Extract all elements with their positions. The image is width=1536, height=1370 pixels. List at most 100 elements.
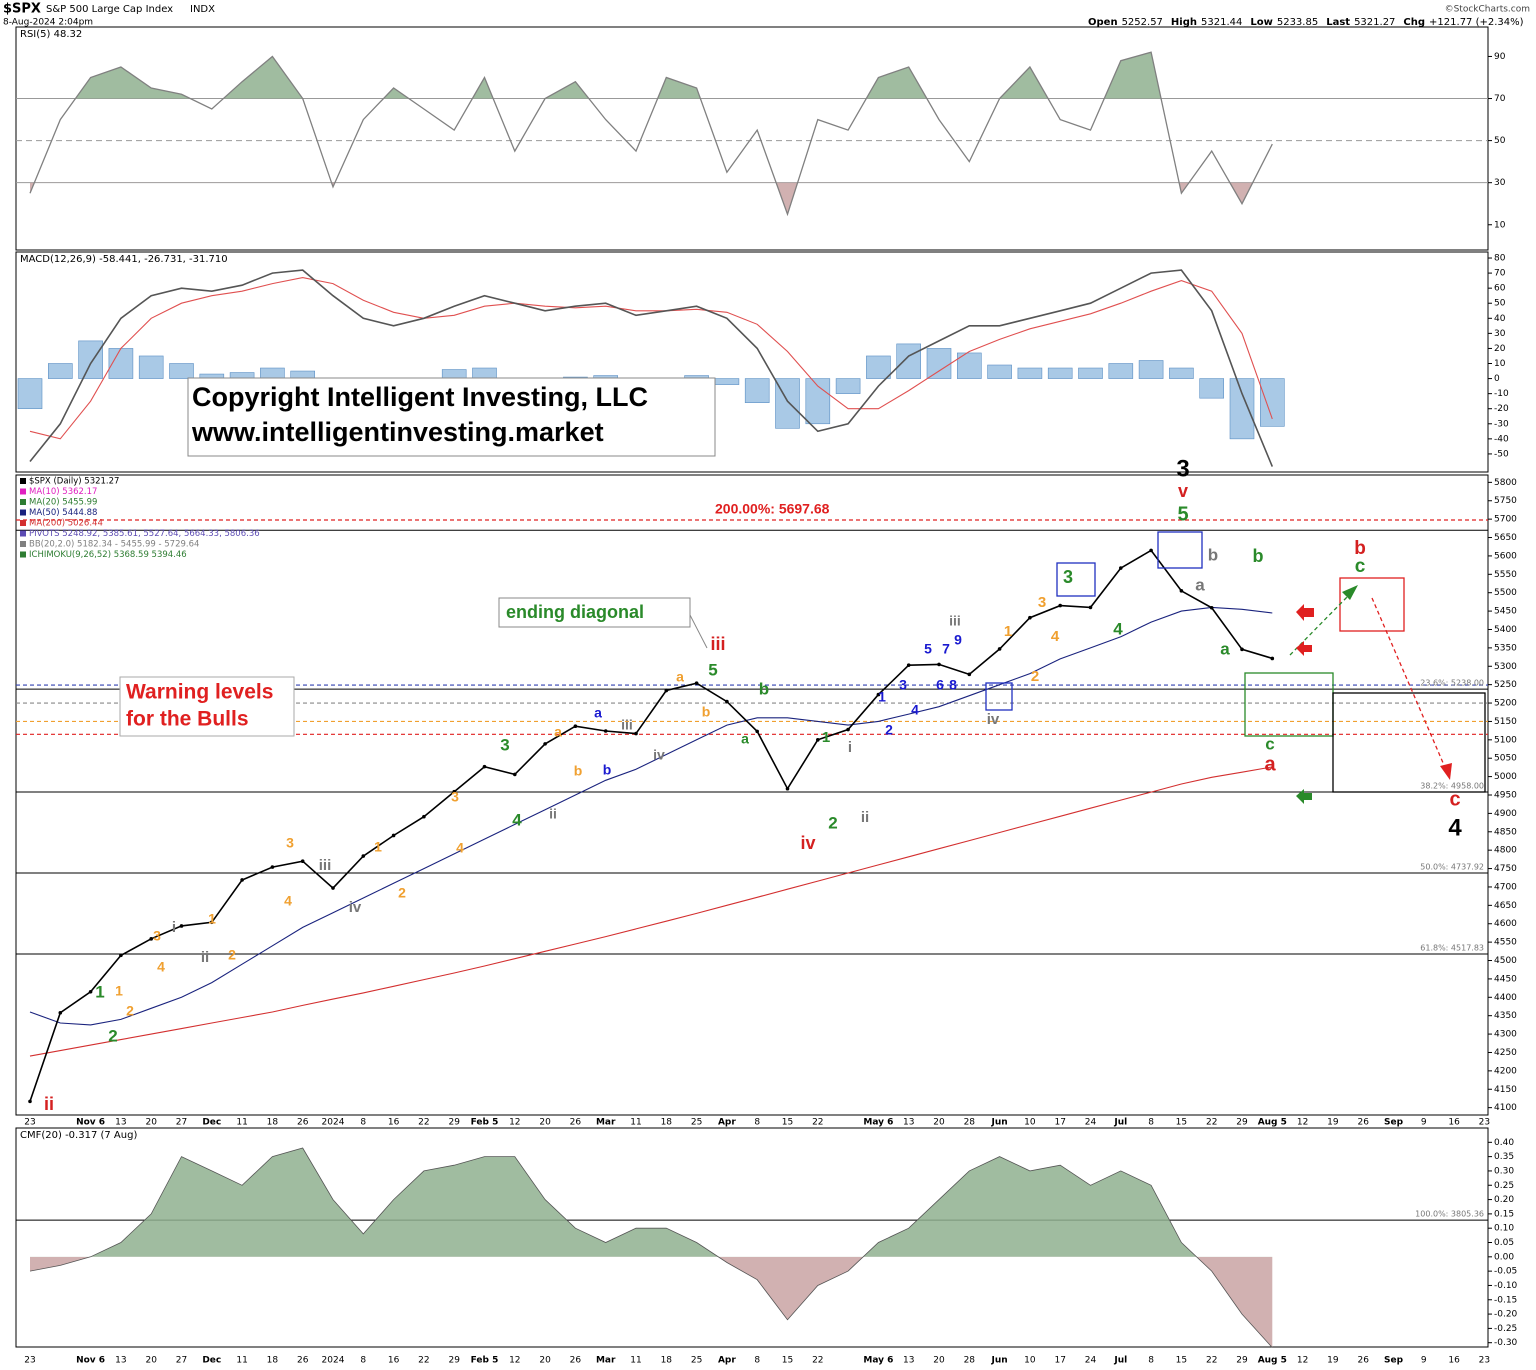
wave-label: 3 [899,677,907,693]
legend-swatch [20,478,26,484]
close-point [634,731,638,736]
close-point [88,989,93,994]
histogram-bar [1199,378,1224,399]
histogram-bar [1260,378,1285,427]
close-point [1058,603,1062,608]
y-tick-label: -0.05 [1494,1267,1517,1277]
x-tick-label: 10 [1024,1118,1036,1128]
quote-value: 5321.27 [1354,17,1395,28]
y-tick-label: 5400 [1494,625,1517,635]
wave-label: 1 [374,839,382,855]
positive-area [30,52,1273,99]
wave-label: iii [949,613,961,629]
close-point [1270,656,1275,661]
histogram-bar [1108,363,1134,379]
exchange: INDX [190,4,215,15]
wave-label: 1 [1004,623,1012,640]
quote-value: 5252.57 [1122,17,1163,28]
x-tick-label: 11 [630,1118,641,1128]
legend-swatch [20,509,26,516]
x-tick-label: 23 [1479,1356,1490,1366]
wave-label: iii [621,717,633,733]
quote-value: 5233.85 [1277,17,1318,28]
wave-label: 3 [1176,455,1189,482]
x-tick-label: Apr [718,1356,736,1366]
y-tick-label: 0.10 [1494,1224,1514,1234]
histogram-bar [441,369,467,379]
x-tick-label: 27 [176,1356,187,1366]
x-tick-label: 17 [1054,1356,1065,1366]
y-tick-label: 0.40 [1494,1138,1514,1148]
wave-label: a [1195,575,1205,594]
ending-diagonal-note: ending diagonal [498,597,708,649]
x-tick-label: 22 [418,1118,429,1128]
legend-entry: MA(50) 5444.88 [29,508,97,518]
wave-label: b [1354,538,1366,559]
quote-value: 5321.44 [1201,17,1242,28]
note-box [187,377,716,457]
panel-title: CMF(20) -0.317 (7 Aug) [20,1130,137,1141]
x-tick-label: 20 [933,1356,945,1366]
wave-label: b [603,762,612,778]
x-tick-label: 12 [509,1356,520,1366]
close-point [452,789,457,794]
y-tick-label: 0.00 [1494,1252,1514,1262]
y-tick-label: -10 [1494,389,1509,399]
x-tick-label: 29 [448,1118,460,1128]
y-tick-label: 0.25 [1494,1181,1514,1191]
y-tick-label: 5700 [1494,515,1517,525]
copyright-note: Copyright Intelligent Investing, LLC www… [187,377,716,457]
x-tick-label: 22 [812,1356,823,1366]
x-tick-label: May 6 [863,1118,893,1128]
wave-label: 4 [911,702,919,718]
close-point [543,742,547,746]
wave-label: 3 [1063,567,1073,587]
x-tick-label: 22 [418,1356,429,1366]
y-tick-label: 5600 [1494,551,1517,561]
x-tick-label: 15 [1176,1118,1187,1128]
wave-label: c [1265,734,1274,753]
close-point [391,833,396,838]
wave-label: 1 [822,729,830,746]
x-tick-label: 20 [539,1118,551,1128]
x-tick-label: 15 [782,1356,793,1366]
x-tick-label: 26 [297,1356,309,1366]
histogram-bar [1017,367,1043,379]
y-tick-label: 0.35 [1494,1152,1514,1162]
histogram-bar [744,378,770,403]
x-tick-label: 18 [267,1356,279,1366]
x-tick-label: 9 [1421,1118,1427,1128]
x-tick-label: 26 [1357,1118,1369,1128]
x-tick-label: 12 [1297,1118,1308,1128]
x-tick-label: 17 [1054,1118,1065,1128]
y-tick-label: 70 [1494,269,1506,279]
wave-label: ii [44,1094,54,1114]
close-point [361,854,366,858]
wave-label: 1 [115,983,123,999]
x-tick-label: 22 [1206,1356,1217,1366]
y-tick-label: -0.10 [1494,1281,1518,1291]
y-tick-label: -50 [1494,449,1509,459]
signal-line [29,277,1273,440]
symbol: $SPX [3,2,41,17]
histogram-bar [1169,367,1194,379]
y-tick-label: 5150 [1494,717,1517,727]
x-tick-label: 22 [1206,1118,1217,1128]
legend-swatch [20,541,26,547]
y-tick-label: 5050 [1494,754,1517,764]
warning-text: Warning levels [126,681,273,704]
level-label: 38.2%: 4958.00 [1420,782,1484,791]
cmf-frame [15,1127,1489,1348]
close-point [906,663,911,667]
legend-swatch [20,520,26,526]
wave-label: 8 [949,677,957,693]
wave-label: iii [319,857,332,874]
y-tick-label: 5300 [1494,662,1517,672]
quote: Open 5252.57 High 5321.44 Low 5233.85 Last 5321… [1088,17,1524,28]
wave-label: iv [987,711,1000,728]
wave-label: 4 [1051,628,1060,645]
histogram-bar [866,355,891,379]
box [1332,692,1486,793]
x-tick-label: Sep [1384,1118,1404,1128]
y-tick-label: -40 [1494,434,1509,444]
